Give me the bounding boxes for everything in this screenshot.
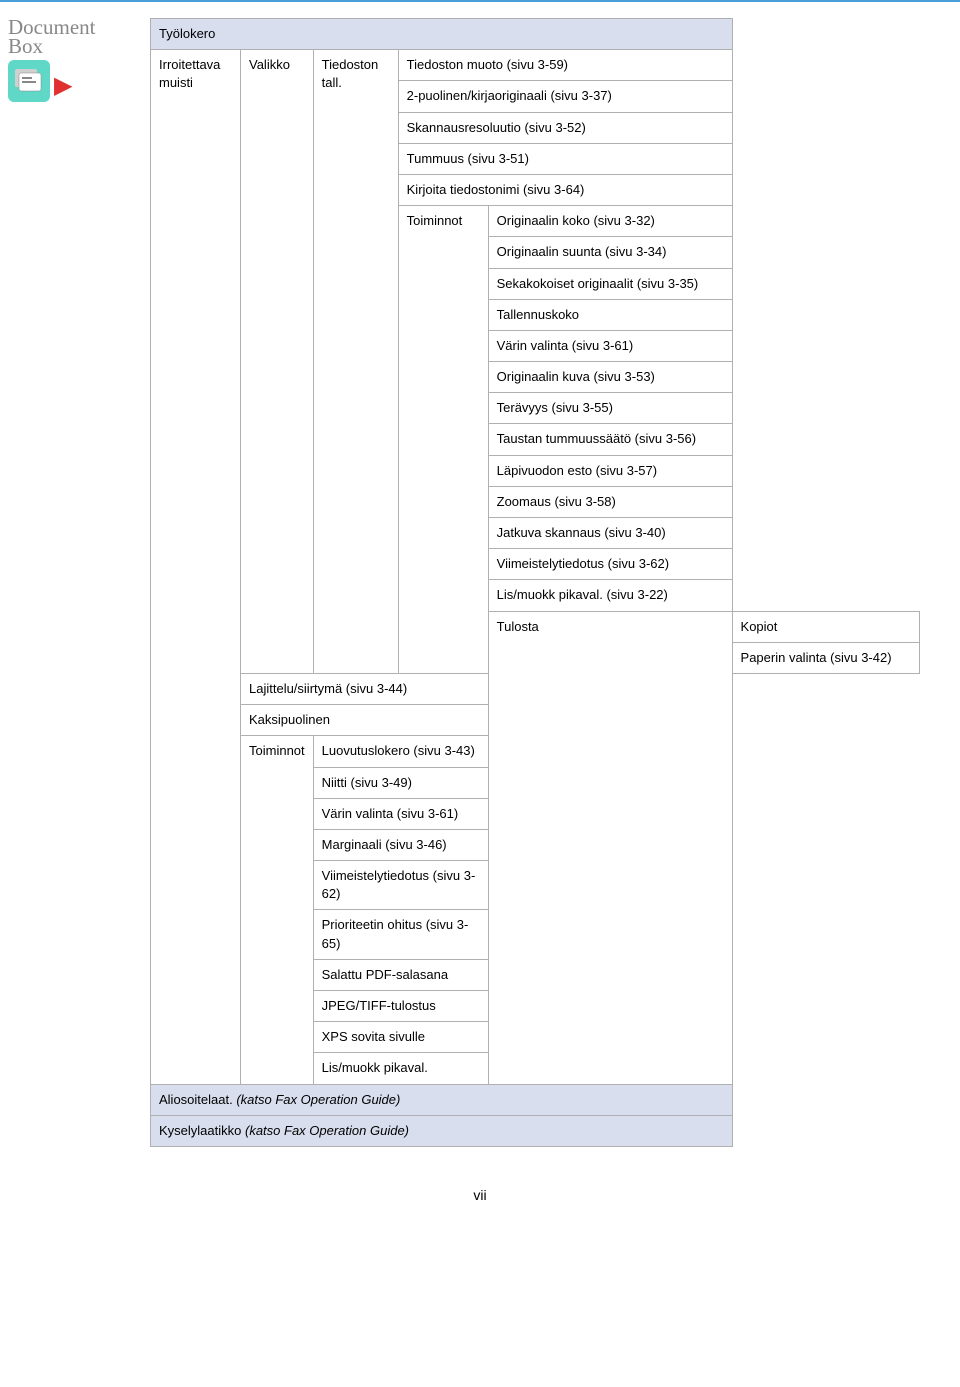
cell-paper-sel: Paperin valinta (sivu 3-42) — [732, 642, 919, 673]
cell-add-quick-2: Lis/muokk pikaval. — [313, 1053, 488, 1084]
cell-color-sel-1: Värin valinta (sivu 3-61) — [488, 330, 732, 361]
cell-write-filename: Kirjoita tiedostonimi (sivu 3-64) — [398, 174, 732, 205]
cell-priority: Prioriteetin ohitus (sivu 3-65) — [313, 910, 488, 959]
col-print: Tulosta — [488, 611, 732, 1084]
cell-scan-res: Skannausresoluutio (sivu 3-52) — [398, 112, 732, 143]
cell-sharpness: Terävyys (sivu 3-55) — [488, 393, 732, 424]
cell-orig-image: Originaalin kuva (sivu 3-53) — [488, 362, 732, 393]
col-menu: Valikko — [241, 50, 314, 674]
document-box-icon — [8, 60, 50, 102]
cell-copies: Kopiot — [732, 611, 919, 642]
cell-finish-notice-2: Viimeistelytiedotus (sivu 3-62) — [313, 861, 488, 910]
cell-enc-pdf: Salattu PDF-salasana — [313, 959, 488, 990]
cell-cont-scan: Jatkuva skannaus (sivu 3-40) — [488, 518, 732, 549]
row-subaddress: Aliosoitelaat. (katso Fax Operation Guid… — [151, 1084, 733, 1115]
cell-finish-notice-1: Viimeistelytiedotus (sivu 3-62) — [488, 549, 732, 580]
col-functions: Toiminnot — [398, 206, 488, 674]
cell-bg-density: Taustan tummuussäätö (sivu 3-56) — [488, 424, 732, 455]
cell-two-sided: 2-puolinen/kirjaoriginaali (sivu 3-37) — [398, 81, 732, 112]
row-pollbox: Kyselylaatikko (katso Fax Operation Guid… — [151, 1115, 733, 1146]
cell-orig-size: Originaalin koko (sivu 3-32) — [488, 206, 732, 237]
cell-duplex: Kaksipuolinen — [241, 705, 489, 736]
cell-xps-fit: XPS sovita sivulle — [313, 1022, 488, 1053]
col-functions-2: Toiminnot — [241, 736, 314, 1084]
menu-table: Työlokero Irroitettava muisti Valikko Ti… — [150, 18, 920, 1147]
logo-line2: Box — [8, 37, 95, 56]
cell-jpeg-tiff: JPEG/TIFF-tulostus — [313, 991, 488, 1022]
col-removable-memory: Irroitettava muisti — [151, 50, 241, 1084]
arrow-icon: ▶ — [54, 71, 72, 100]
page-number: vii — [0, 1187, 960, 1203]
cell-margin: Marginaali (sivu 3-46) — [313, 829, 488, 860]
cell-orig-orient: Originaalin suunta (sivu 3-34) — [488, 237, 732, 268]
cell-bleed-prevent: Läpivuodon esto (sivu 3-57) — [488, 455, 732, 486]
cell-color-sel-2: Värin valinta (sivu 3-61) — [313, 798, 488, 829]
cell-sort-offset: Lajittelu/siirtymä (sivu 3-44) — [241, 673, 489, 704]
document-box-logo: Document Box ▶ — [8, 18, 95, 102]
cell-darkness: Tummuus (sivu 3-51) — [398, 143, 732, 174]
cell-output-tray: Luovutuslokero (sivu 3-43) — [313, 736, 488, 767]
cell-file-format: Tiedoston muoto (sivu 3-59) — [398, 50, 732, 81]
cell-save-size: Tallennuskoko — [488, 299, 732, 330]
cell-staple: Niitti (sivu 3-49) — [313, 767, 488, 798]
cell-zoom: Zoomaus (sivu 3-58) — [488, 486, 732, 517]
cell-add-quick-1: Lis/muokk pikaval. (sivu 3-22) — [488, 580, 732, 611]
cell-mixed-orig: Sekakokoiset originaalit (sivu 3-35) — [488, 268, 732, 299]
col-file-save: Tiedoston tall. — [313, 50, 398, 674]
section-header: Työlokero — [151, 19, 733, 50]
